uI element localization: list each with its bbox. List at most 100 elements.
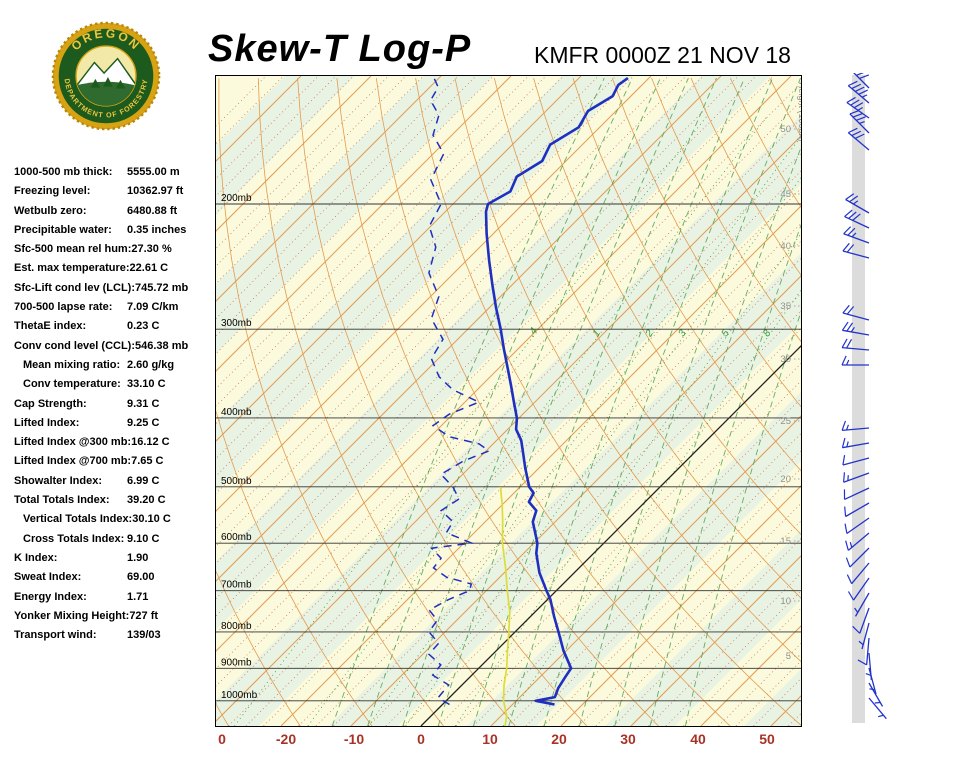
stat-label: ThetaE index: [14, 320, 87, 333]
wind-barb [844, 209, 870, 229]
wind-barb [847, 80, 870, 104]
skewt-plot: .4 1 2 3 5 8200mb300mb400mb500mb600mb700mb800… [216, 76, 801, 726]
dewpoint-trace [427, 77, 491, 706]
stat-row: Est. max temperature:22.61 C [14, 262, 224, 281]
stat-value: 727 ft [129, 609, 159, 622]
stat-label: Cross Totals Index: [23, 532, 125, 545]
stat-value: 9.31 C [127, 397, 160, 410]
mixing-ratio-lines: .4 1 2 3 5 8 [234, 114, 801, 726]
stat-row: Freezing level: 10362.97 ft [14, 185, 224, 204]
wind-barb [842, 455, 870, 466]
indices-panel: 1000-500 mb thick: 5555.00 m Freezing leve… [14, 166, 224, 648]
wind-barb [852, 607, 870, 634]
stat-row: Mean mixing ratio: 2.60 g/kg [14, 359, 224, 378]
stat-label: Conv cond level (CCL): [14, 339, 136, 352]
stat-value: 0.23 C [127, 320, 160, 333]
stat-label: Vertical Totals Index: [23, 513, 133, 526]
stat-value: 546.38 mb [135, 339, 189, 352]
stat-value: 69.00 [127, 571, 155, 584]
stat-row: Wetbulb zero: 6480.88 ft [14, 205, 224, 224]
stat-row: Precipitable water: 0.35 inches [14, 224, 224, 243]
stat-row: Lifted Index @300 mb:16.12 C [14, 436, 224, 455]
wind-barb [843, 472, 870, 483]
temp-axis-tick-label: 10 [482, 731, 498, 747]
stat-label: Est. max temperature: [14, 262, 130, 275]
wind-barb [841, 321, 870, 336]
wind-barb [841, 437, 870, 449]
stat-value: 139/03 [127, 629, 161, 642]
stat-row: Sfc-Lift cond lev (LCL):745.72 mb [14, 282, 224, 301]
skewt-chart: .4 1 2 3 5 8 200mb 300mb 400mb 500mb 600mb 700mb 800… [215, 75, 802, 727]
wind-barb [842, 242, 870, 259]
temp-axis-tick-label: 40 [690, 731, 706, 747]
stat-row: 1000-500 mb thick: 5555.00 m [14, 166, 224, 185]
stat-value: 16.12 C [131, 436, 170, 449]
stat-row: Lifted Index: 9.25 C [14, 417, 224, 436]
wind-barb [868, 682, 884, 707]
height-tick-label: 40 [780, 241, 791, 252]
mixing-ratio-label: .4 [526, 326, 540, 340]
wind-barb [844, 517, 870, 535]
stat-value: 10362.97 ft [127, 185, 184, 198]
stat-label: Sfc-500 mean rel hum: [14, 243, 132, 256]
height-tick-label: 35 [780, 301, 791, 312]
stat-label: Transport wind: [14, 629, 97, 642]
wind-barb [846, 562, 870, 585]
stat-row: Transport wind: 139/03 [14, 629, 224, 648]
wind-barb [846, 96, 870, 119]
wind-barb [858, 622, 870, 650]
stat-value: 745.72 mb [135, 281, 189, 294]
zero-isotherm-line [420, 345, 801, 726]
stat-label: Lifted Index @700 mb: [14, 455, 132, 468]
stat-value: 2.60 g/kg [127, 358, 175, 371]
stat-row: Energy Index: 1.71 [14, 591, 224, 610]
stat-value: 33.10 C [127, 378, 166, 391]
stat-label: Total Totals Index: [14, 494, 110, 507]
stat-value: 7.65 C [131, 455, 164, 468]
wind-barb [845, 547, 870, 568]
wind-barb [847, 127, 870, 151]
stat-row: K Index: 1.90 [14, 552, 224, 571]
stat-value: 7.09 C/km [127, 301, 179, 314]
temp-axis-tick-label: 50 [759, 731, 775, 747]
temp-axis-tick-label: -20 [275, 731, 297, 747]
temp-axis-tick-label: 20 [551, 731, 567, 747]
height-tick-label: 10 [780, 596, 791, 607]
stat-row: Conv cond level (CCL):546.38 mb [14, 340, 224, 359]
pressure-label: 600mb [221, 532, 252, 543]
wind-barb [841, 420, 870, 432]
stat-label: Sweat Index: [14, 571, 82, 584]
stat-row: Vertical Totals Index:30.10 C [14, 513, 224, 532]
stat-row: Sfc-500 mean rel hum:27.30 % [14, 243, 224, 262]
height-tick-label: 45 [780, 189, 791, 200]
pressure-label: 300mb [221, 318, 252, 329]
stat-row: ThetaE index: 0.23 C [14, 320, 224, 339]
odf-logo-seal: OREGON DEPARTMENT OF FORESTRY [51, 21, 161, 131]
stat-label: Cap Strength: [14, 397, 87, 410]
temp-axis-tick-label: -10 [343, 731, 365, 747]
wind-barb [842, 304, 870, 321]
stat-label: Conv temperature: [23, 378, 121, 391]
temp-axis-tick-label: 0 [218, 731, 226, 747]
wind-barb [843, 487, 870, 500]
wind-barb [843, 226, 870, 244]
temp-axis-tick-label: 0 [417, 731, 425, 747]
stat-row: Yonker Mixing Height:727 ft [14, 610, 224, 629]
stat-label: Yonker Mixing Height: [14, 609, 130, 622]
height-tick-label: 20 [780, 474, 791, 485]
moist-adiabat-lines [331, 77, 801, 726]
page-title: Skew-T Log-P [208, 28, 472, 70]
stat-label: Showalter Index: [14, 474, 103, 487]
stat-value: 39.20 C [127, 494, 166, 507]
logo-forest-scene [76, 57, 136, 106]
mixing-ratio-label: 5 [720, 328, 732, 339]
stat-row: Cross Totals Index: 9.10 C [14, 533, 224, 552]
stat-value: 1.71 [127, 590, 149, 603]
stat-row: Lifted Index @700 mb:7.65 C [14, 455, 224, 474]
wind-barbs-plot [841, 64, 887, 723]
pressure-label: 500mb [221, 476, 252, 487]
temperature-trace [484, 77, 629, 706]
wind-barb [845, 193, 870, 214]
stat-value: 9.10 C [127, 532, 160, 545]
parcel-trace [499, 486, 511, 726]
